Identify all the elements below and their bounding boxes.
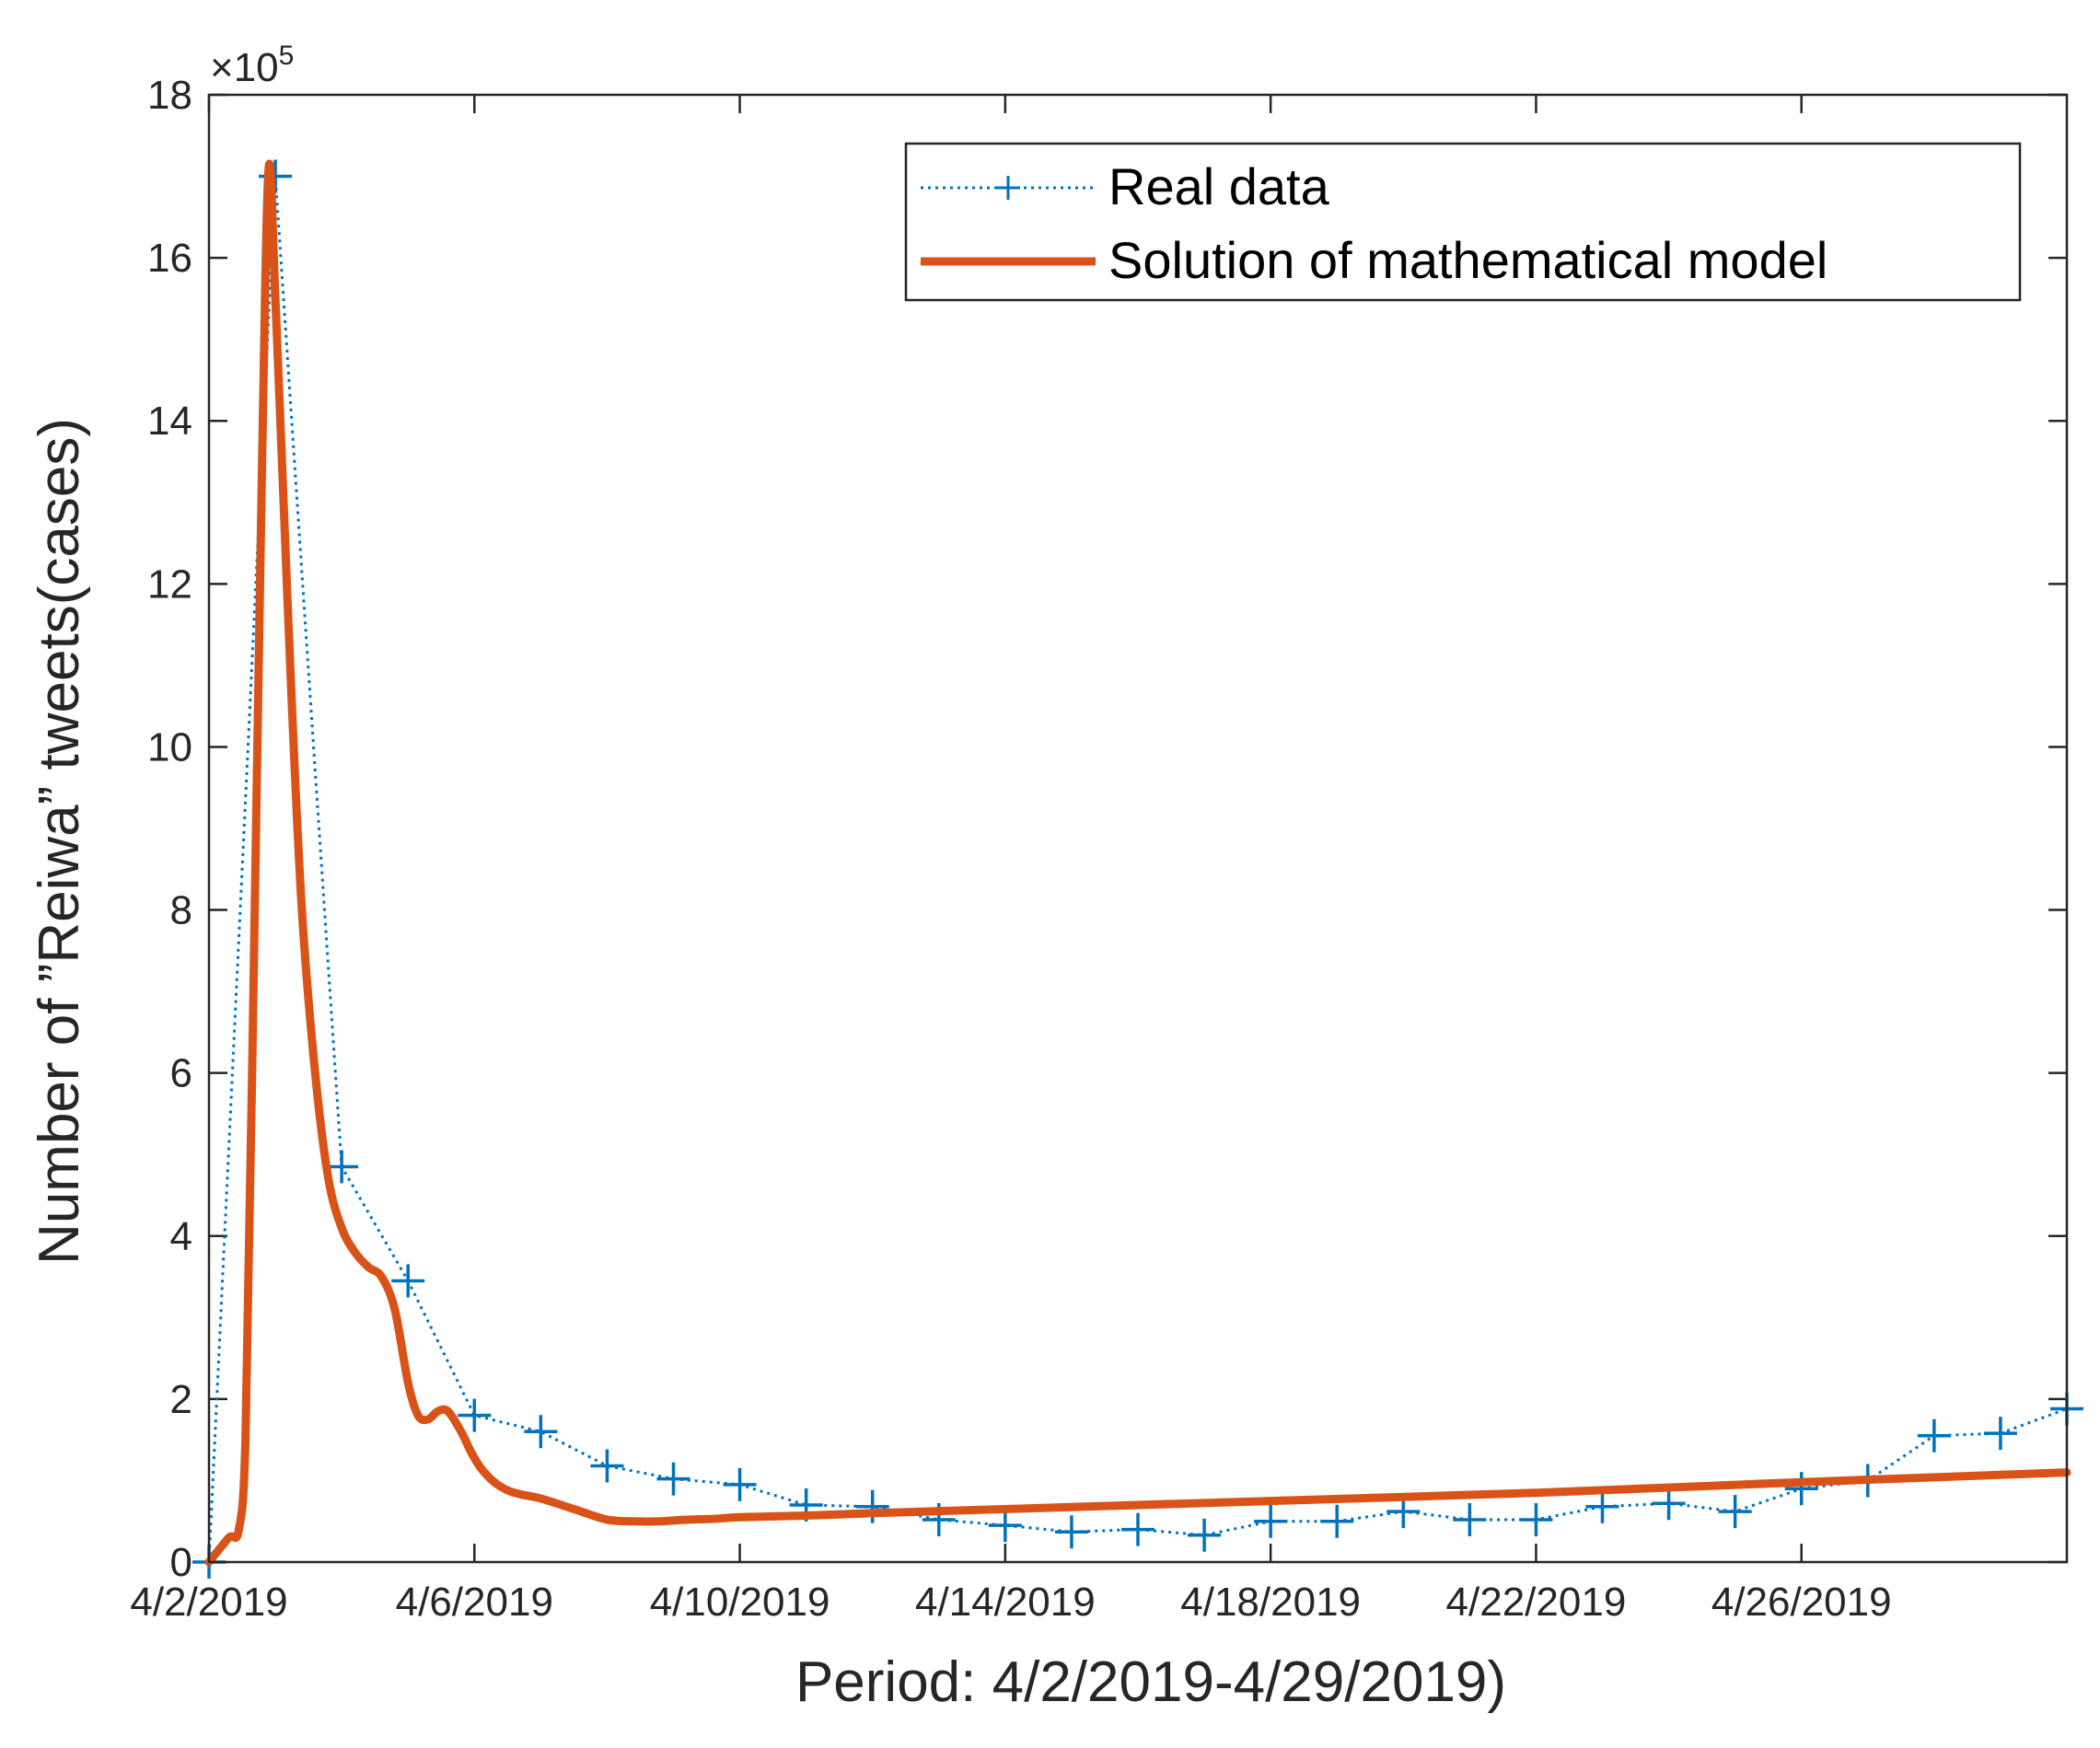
y-tick-label: 8: [170, 888, 192, 933]
y-tick-label: 10: [147, 724, 192, 770]
x-tick-label: 4/10/2019: [650, 1580, 830, 1625]
x-axis-label: Period: 4/2/2019-4/29/2019): [795, 1650, 1506, 1714]
y-axis-multiplier: ×105: [210, 41, 294, 90]
real-data-point: [1121, 1512, 1154, 1546]
legend: Real data Solution of mathematical model: [904, 142, 2022, 302]
real-data-point: [1188, 1518, 1222, 1552]
y-tick-label: 14: [147, 399, 192, 444]
real-data-point: [1784, 1472, 1818, 1506]
x-tick-label: 4/2/2019: [130, 1580, 287, 1625]
y-axis-label: Number of ”Reiwa” tweets(cases): [28, 418, 91, 1265]
y-tick-label: 12: [147, 561, 192, 607]
real-data-point: [325, 1150, 359, 1184]
real-data-point: [723, 1467, 757, 1501]
tick-marks: [207, 93, 2067, 1564]
real-data-point: [855, 1489, 889, 1523]
x-tick-label: 4/26/2019: [1711, 1580, 1892, 1625]
real-data-point: [1917, 1418, 1951, 1453]
x-tick-label: 4/18/2019: [1180, 1580, 1361, 1625]
real-data-point: [1718, 1495, 1752, 1529]
real-data-point: [1254, 1504, 1288, 1538]
real-data-point: [458, 1398, 492, 1432]
legend-real-data-marker: [996, 176, 1020, 200]
real-data-point: [1320, 1504, 1354, 1538]
real-data-point: [1519, 1502, 1553, 1536]
real-data-point: [1054, 1515, 1088, 1549]
real-data-point: [656, 1462, 690, 1496]
legend-box: [904, 142, 2022, 302]
real-data-point: [391, 1264, 425, 1298]
series-real-data: [192, 159, 2083, 1579]
y-tick-label: 16: [147, 236, 192, 281]
legend-real-data-label: Real data: [1108, 157, 1330, 215]
x-tick-label: 4/22/2019: [1446, 1580, 1627, 1625]
y-tick-label: 18: [147, 73, 192, 118]
real-data-point: [590, 1449, 624, 1483]
x-tick-label: 4/14/2019: [915, 1580, 1096, 1625]
real-data-point: [524, 1415, 558, 1449]
plot-area-border: [207, 93, 2069, 1564]
y-tick-label: 0: [170, 1540, 192, 1585]
model-solution-line: [204, 159, 2071, 1567]
tick-labels: 4/2/2019 4/6/2019 4/10/2019 4/14/2019 4/18/2…: [130, 73, 1891, 1625]
series-model-solution: [204, 159, 2071, 1567]
real-data-point: [1585, 1489, 1619, 1523]
real-data-point: [1652, 1487, 1686, 1521]
real-data-point: [988, 1509, 1022, 1543]
y-tick-label: 2: [170, 1377, 192, 1422]
real-data-point: [1453, 1502, 1487, 1536]
x-tick-label: 4/6/2019: [396, 1580, 553, 1625]
real-data-point: [1983, 1417, 2017, 1451]
real-data-line: [207, 176, 2068, 1563]
y-tick-label: 6: [170, 1051, 192, 1096]
legend-model-label: Solution of mathematical model: [1108, 231, 1827, 289]
y-tick-label: 4: [170, 1214, 192, 1259]
